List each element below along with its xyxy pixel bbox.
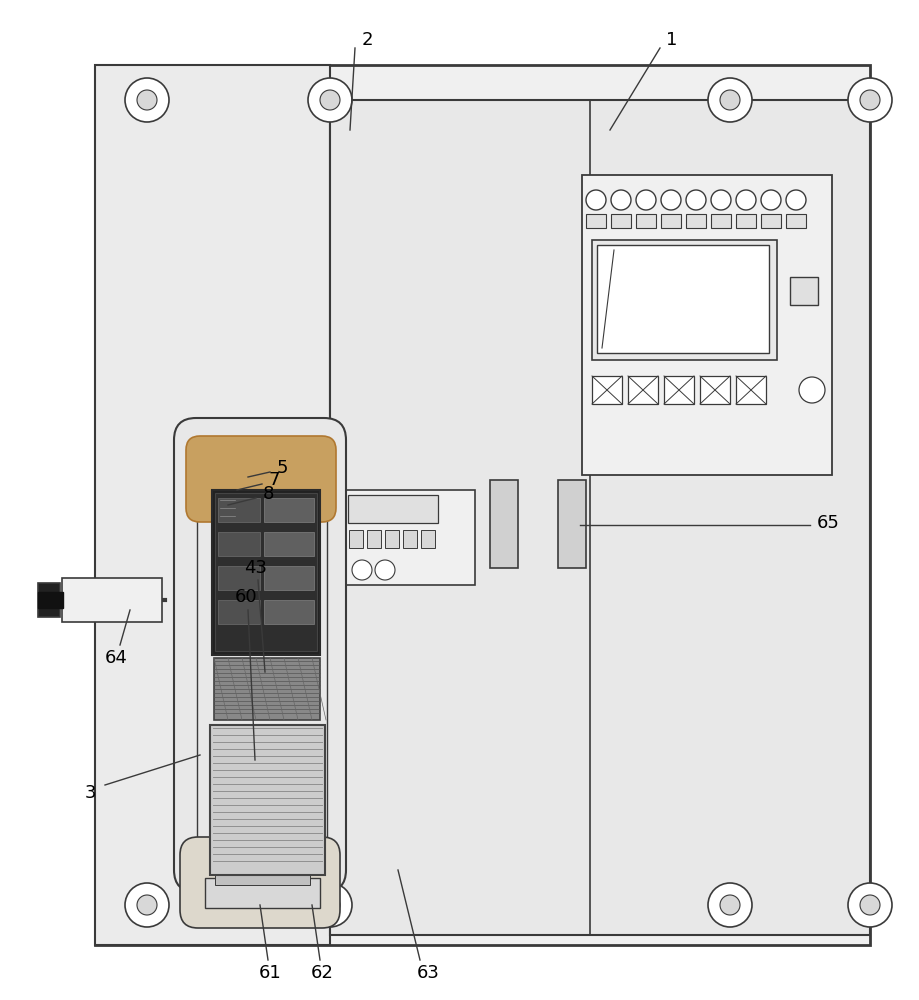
FancyBboxPatch shape (180, 837, 340, 928)
Text: 8: 8 (262, 485, 273, 503)
Text: 5: 5 (276, 459, 288, 477)
Bar (264, 532, 313, 556)
Bar (610, 214, 630, 228)
Bar (582, 175, 831, 475)
Bar (785, 214, 805, 228)
Circle shape (798, 377, 824, 403)
Circle shape (375, 560, 394, 580)
Bar (214, 658, 320, 720)
FancyBboxPatch shape (174, 418, 346, 892)
Circle shape (760, 190, 780, 210)
Bar (585, 214, 606, 228)
Bar (348, 530, 363, 548)
Text: 7: 7 (268, 471, 279, 489)
Bar (264, 566, 313, 590)
Bar (789, 277, 817, 305)
Bar (686, 214, 705, 228)
Bar (384, 530, 399, 548)
Circle shape (859, 90, 879, 110)
Bar (95, 65, 330, 945)
Bar (38, 583, 60, 617)
Text: 3: 3 (85, 784, 96, 802)
Bar (660, 214, 680, 228)
Text: 2: 2 (361, 31, 372, 49)
Circle shape (125, 883, 169, 927)
Circle shape (710, 190, 731, 210)
Bar (215, 875, 310, 885)
Circle shape (320, 895, 340, 915)
Bar (710, 214, 731, 228)
Bar (558, 480, 585, 568)
Bar (218, 566, 260, 590)
Bar (664, 376, 693, 404)
Bar (95, 65, 869, 945)
Circle shape (610, 190, 630, 210)
Bar (210, 725, 324, 875)
Bar (340, 490, 474, 585)
Bar (264, 498, 313, 522)
Text: 1: 1 (665, 31, 677, 49)
Circle shape (660, 190, 680, 210)
Circle shape (308, 883, 352, 927)
Bar (218, 498, 260, 522)
Circle shape (585, 190, 606, 210)
Circle shape (708, 78, 751, 122)
Bar (403, 530, 416, 548)
Bar (635, 214, 655, 228)
Bar (591, 240, 777, 360)
Bar (367, 530, 380, 548)
Bar (596, 245, 768, 353)
Circle shape (847, 78, 891, 122)
Bar (347, 495, 437, 523)
Circle shape (320, 90, 340, 110)
Bar (264, 600, 313, 624)
Circle shape (635, 190, 655, 210)
Circle shape (720, 90, 739, 110)
Bar (628, 376, 657, 404)
Bar (218, 600, 260, 624)
Bar (699, 376, 729, 404)
Bar (490, 480, 517, 568)
FancyBboxPatch shape (186, 436, 335, 522)
Bar (215, 493, 317, 651)
Text: 62: 62 (311, 964, 333, 982)
Circle shape (308, 78, 352, 122)
Bar (735, 376, 766, 404)
Circle shape (847, 883, 891, 927)
Text: 60: 60 (234, 588, 257, 606)
Circle shape (352, 560, 371, 580)
Text: 63: 63 (416, 964, 439, 982)
Bar (205, 878, 320, 908)
Text: 64: 64 (105, 649, 128, 667)
Bar (421, 530, 435, 548)
Bar (38, 592, 62, 608)
Bar (330, 100, 869, 935)
Bar (591, 376, 621, 404)
Circle shape (785, 190, 805, 210)
Circle shape (125, 78, 169, 122)
Bar (62, 578, 162, 622)
Bar (210, 725, 324, 875)
Circle shape (686, 190, 705, 210)
Circle shape (720, 895, 739, 915)
Bar (735, 214, 755, 228)
Bar (218, 532, 260, 556)
Text: 61: 61 (258, 964, 281, 982)
Circle shape (137, 895, 157, 915)
Circle shape (735, 190, 755, 210)
Circle shape (708, 883, 751, 927)
Text: 65: 65 (816, 514, 838, 532)
Bar (211, 490, 320, 655)
Text: 43: 43 (244, 559, 267, 577)
Circle shape (137, 90, 157, 110)
Circle shape (859, 895, 879, 915)
Bar (760, 214, 780, 228)
